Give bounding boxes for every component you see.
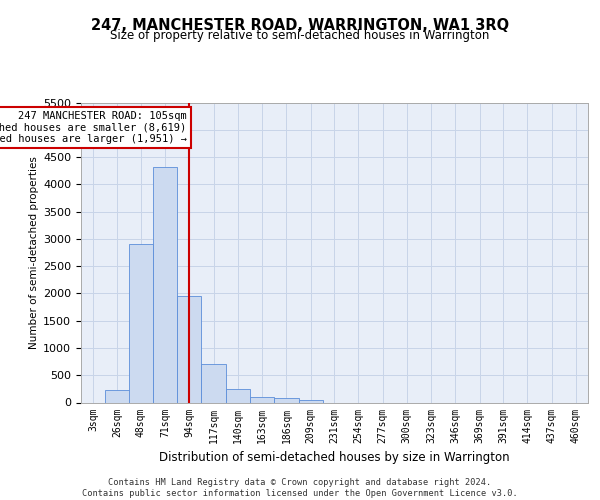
X-axis label: Distribution of semi-detached houses by size in Warrington: Distribution of semi-detached houses by … <box>159 451 510 464</box>
Bar <box>274 398 299 402</box>
Bar <box>250 396 274 402</box>
Text: 247, MANCHESTER ROAD, WARRINGTON, WA1 3RQ: 247, MANCHESTER ROAD, WARRINGTON, WA1 3R… <box>91 18 509 32</box>
Y-axis label: Number of semi-detached properties: Number of semi-detached properties <box>29 156 39 349</box>
Bar <box>226 389 250 402</box>
Bar <box>153 167 177 402</box>
Bar <box>299 400 323 402</box>
Text: Size of property relative to semi-detached houses in Warrington: Size of property relative to semi-detach… <box>110 29 490 42</box>
Bar <box>202 364 226 403</box>
Bar <box>177 296 202 403</box>
Bar <box>128 244 153 402</box>
Bar <box>105 390 130 402</box>
Text: Contains HM Land Registry data © Crown copyright and database right 2024.
Contai: Contains HM Land Registry data © Crown c… <box>82 478 518 498</box>
Text: 247 MANCHESTER ROAD: 105sqm
← 81% of semi-detached houses are smaller (8,619)
18: 247 MANCHESTER ROAD: 105sqm ← 81% of sem… <box>0 110 187 144</box>
